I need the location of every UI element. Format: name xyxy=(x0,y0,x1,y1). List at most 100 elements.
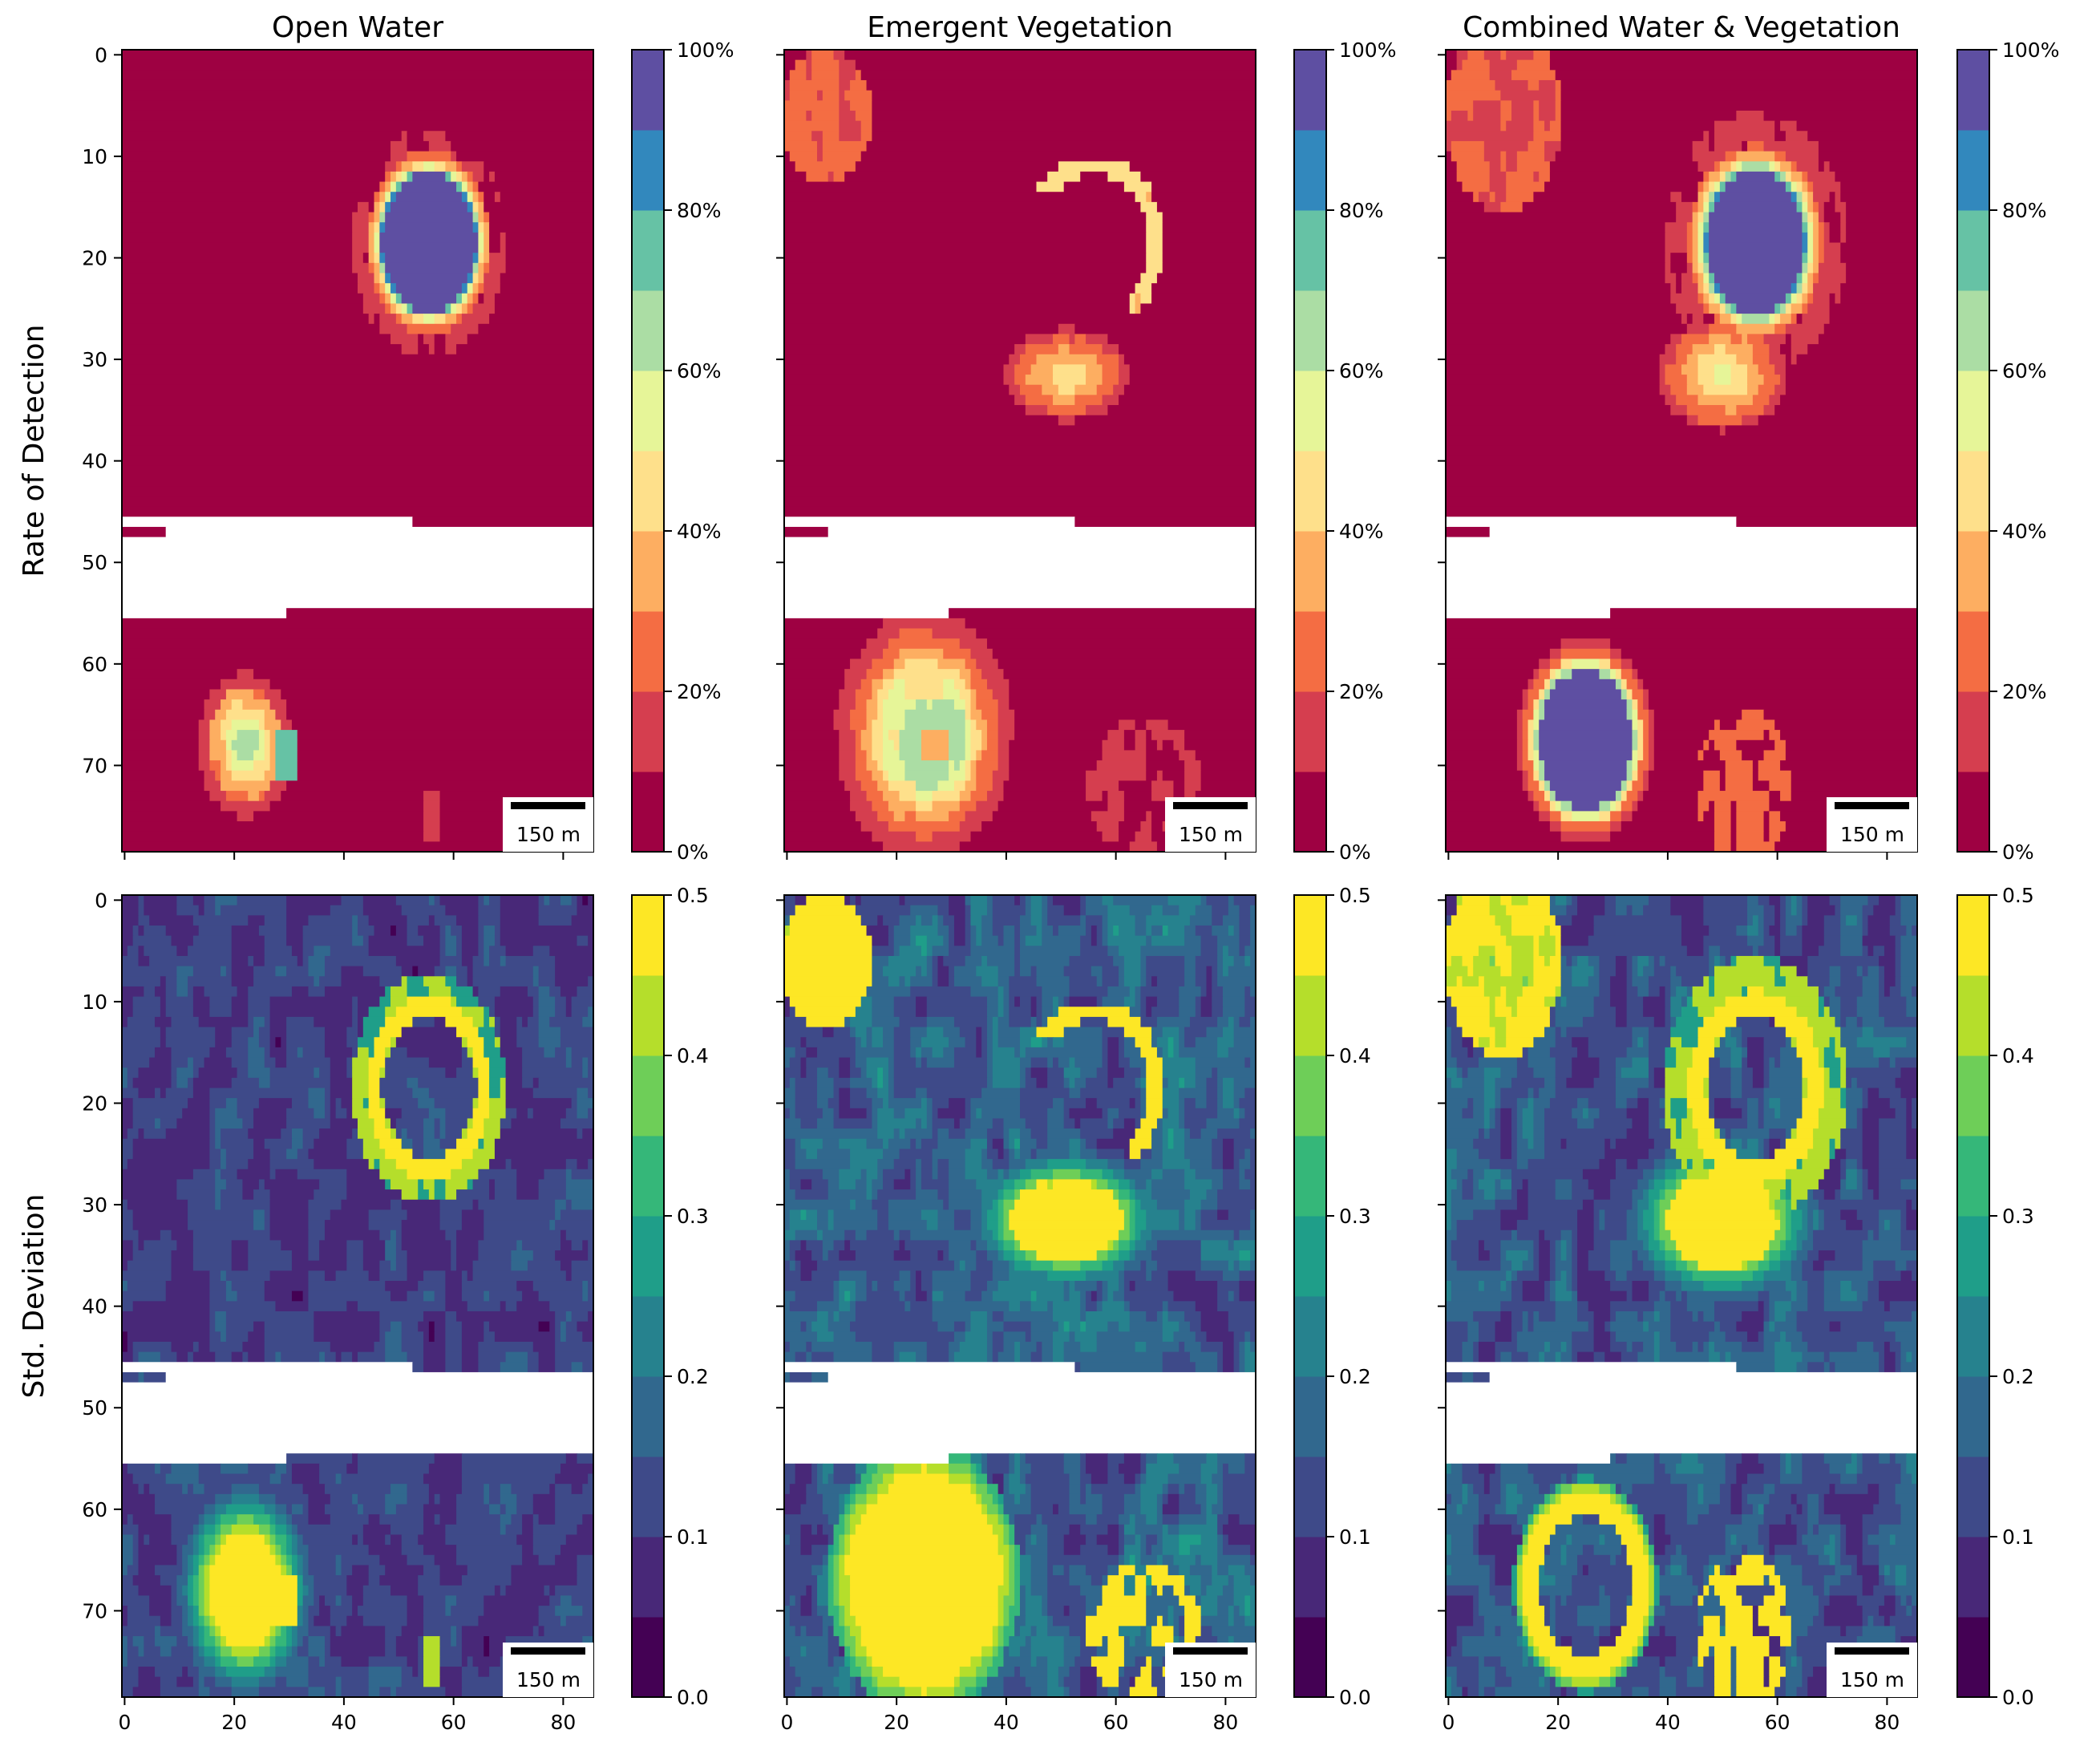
heatmap-cell xyxy=(1151,1230,1234,1241)
heatmap-cell xyxy=(1146,966,1184,977)
heatmap-cell xyxy=(1446,425,1720,435)
colorbar-tick-label: 0.2 xyxy=(677,1365,709,1388)
heatmap-cell xyxy=(949,730,965,740)
heatmap-cell xyxy=(495,1586,500,1596)
heatmap-cell xyxy=(877,1484,888,1494)
heatmap-cell xyxy=(314,1616,330,1626)
heatmap-cell xyxy=(867,986,911,997)
heatmap-cell xyxy=(166,1281,210,1291)
heatmap-cell xyxy=(495,1017,500,1027)
heatmap-cell xyxy=(1009,354,1020,365)
heatmap-cell xyxy=(456,997,479,1007)
heatmap-cell xyxy=(817,1261,955,1271)
heatmap-cell xyxy=(916,1179,921,1189)
heatmap-cell xyxy=(1086,1301,1097,1311)
heatmap-cell xyxy=(1107,791,1124,801)
heatmap-cell xyxy=(1660,385,1671,395)
heatmap-cell xyxy=(341,966,363,977)
heatmap-cell xyxy=(122,364,594,375)
heatmap-cell xyxy=(784,1342,790,1352)
heatmap-cell xyxy=(122,303,363,314)
heatmap-cell xyxy=(1146,1464,1179,1474)
heatmap-cell xyxy=(385,1636,396,1647)
heatmap-cell xyxy=(784,80,790,91)
heatmap-cell xyxy=(1003,375,1014,385)
heatmap-cell xyxy=(1058,344,1070,354)
heatmap-cell xyxy=(1544,780,1550,791)
heatmap-cell xyxy=(478,192,484,202)
heatmap-cell xyxy=(1009,1301,1020,1311)
heatmap-cell xyxy=(900,1230,911,1241)
heatmap-cell xyxy=(1234,956,1245,966)
heatmap-cell xyxy=(166,1372,594,1383)
y-tick-label: 50 xyxy=(82,551,107,574)
heatmap-cell xyxy=(122,1636,127,1647)
heatmap-cell xyxy=(1556,791,1616,801)
heatmap-cell xyxy=(478,1250,512,1261)
heatmap-cell xyxy=(176,1636,188,1647)
heatmap-cell xyxy=(806,1240,823,1250)
heatmap-cell xyxy=(1037,1342,1042,1352)
heatmap-cell xyxy=(1135,1474,1141,1485)
heatmap-cell xyxy=(1830,233,1841,243)
heatmap-cell xyxy=(856,730,861,740)
scalebar xyxy=(1173,802,1248,809)
heatmap-cell xyxy=(1097,1179,1108,1189)
heatmap-cell xyxy=(795,1078,818,1088)
heatmap-cell xyxy=(1047,1108,1064,1119)
heatmap-cell xyxy=(1599,811,1610,821)
heatmap-cell xyxy=(1217,976,1256,986)
heatmap-cell xyxy=(1446,811,1540,821)
heatmap-cell xyxy=(199,1677,204,1687)
heatmap-cell xyxy=(970,926,976,936)
heatmap-cell xyxy=(495,303,594,314)
colorbar-tick-label: 100% xyxy=(677,38,734,62)
heatmap-cell xyxy=(933,956,938,966)
heatmap-cell xyxy=(1533,740,1539,751)
heatmap-cell xyxy=(396,1261,407,1271)
heatmap-cell xyxy=(954,936,965,946)
heatmap-cell xyxy=(856,1504,867,1514)
heatmap-cell xyxy=(1135,740,1147,751)
heatmap-cell xyxy=(856,1281,867,1291)
heatmap-cell xyxy=(435,895,440,905)
heatmap-cell xyxy=(511,1484,549,1494)
heatmap-cell xyxy=(193,1078,232,1088)
heatmap-cell xyxy=(954,1118,960,1128)
heatmap-cell xyxy=(451,1636,456,1647)
heatmap-cell xyxy=(1731,364,1748,375)
heatmap-cell xyxy=(1217,1088,1223,1099)
heatmap-cell xyxy=(1528,771,1534,781)
heatmap-cell xyxy=(1037,1139,1048,1149)
heatmap-cell xyxy=(904,689,943,699)
heatmap-cell xyxy=(1807,233,1813,243)
heatmap-cell xyxy=(784,1504,801,1514)
heatmap-cell xyxy=(572,1484,583,1494)
heatmap-cell xyxy=(363,1616,407,1626)
heatmap-cell xyxy=(1003,1494,1014,1505)
heatmap-cell xyxy=(358,1464,429,1474)
heatmap-cell xyxy=(877,1108,894,1119)
heatmap-cell xyxy=(506,243,594,253)
heatmap-cell xyxy=(1550,50,1918,60)
heatmap-cell xyxy=(949,750,965,760)
heatmap-cell xyxy=(937,926,949,936)
heatmap-cell xyxy=(462,1007,484,1017)
heatmap-cell xyxy=(993,1037,998,1047)
heatmap-cell xyxy=(341,1098,352,1108)
heatmap-cell xyxy=(1074,415,1256,426)
heatmap-cell xyxy=(1157,1017,1191,1027)
heatmap-cell xyxy=(232,1677,260,1687)
heatmap-cell xyxy=(1239,1291,1256,1302)
heatmap-cell xyxy=(949,1189,982,1200)
heatmap-cell xyxy=(1086,895,1103,905)
heatmap-cell xyxy=(1824,222,1830,233)
heatmap-cell xyxy=(253,1017,265,1027)
heatmap-cell xyxy=(396,1118,424,1128)
heatmap-cell xyxy=(790,1007,795,1017)
heatmap-cell xyxy=(795,1464,812,1474)
heatmap-cell xyxy=(1184,926,1196,936)
heatmap-cell xyxy=(1201,895,1207,905)
heatmap-cell xyxy=(1196,1209,1201,1220)
heatmap-cell xyxy=(1703,294,1709,304)
